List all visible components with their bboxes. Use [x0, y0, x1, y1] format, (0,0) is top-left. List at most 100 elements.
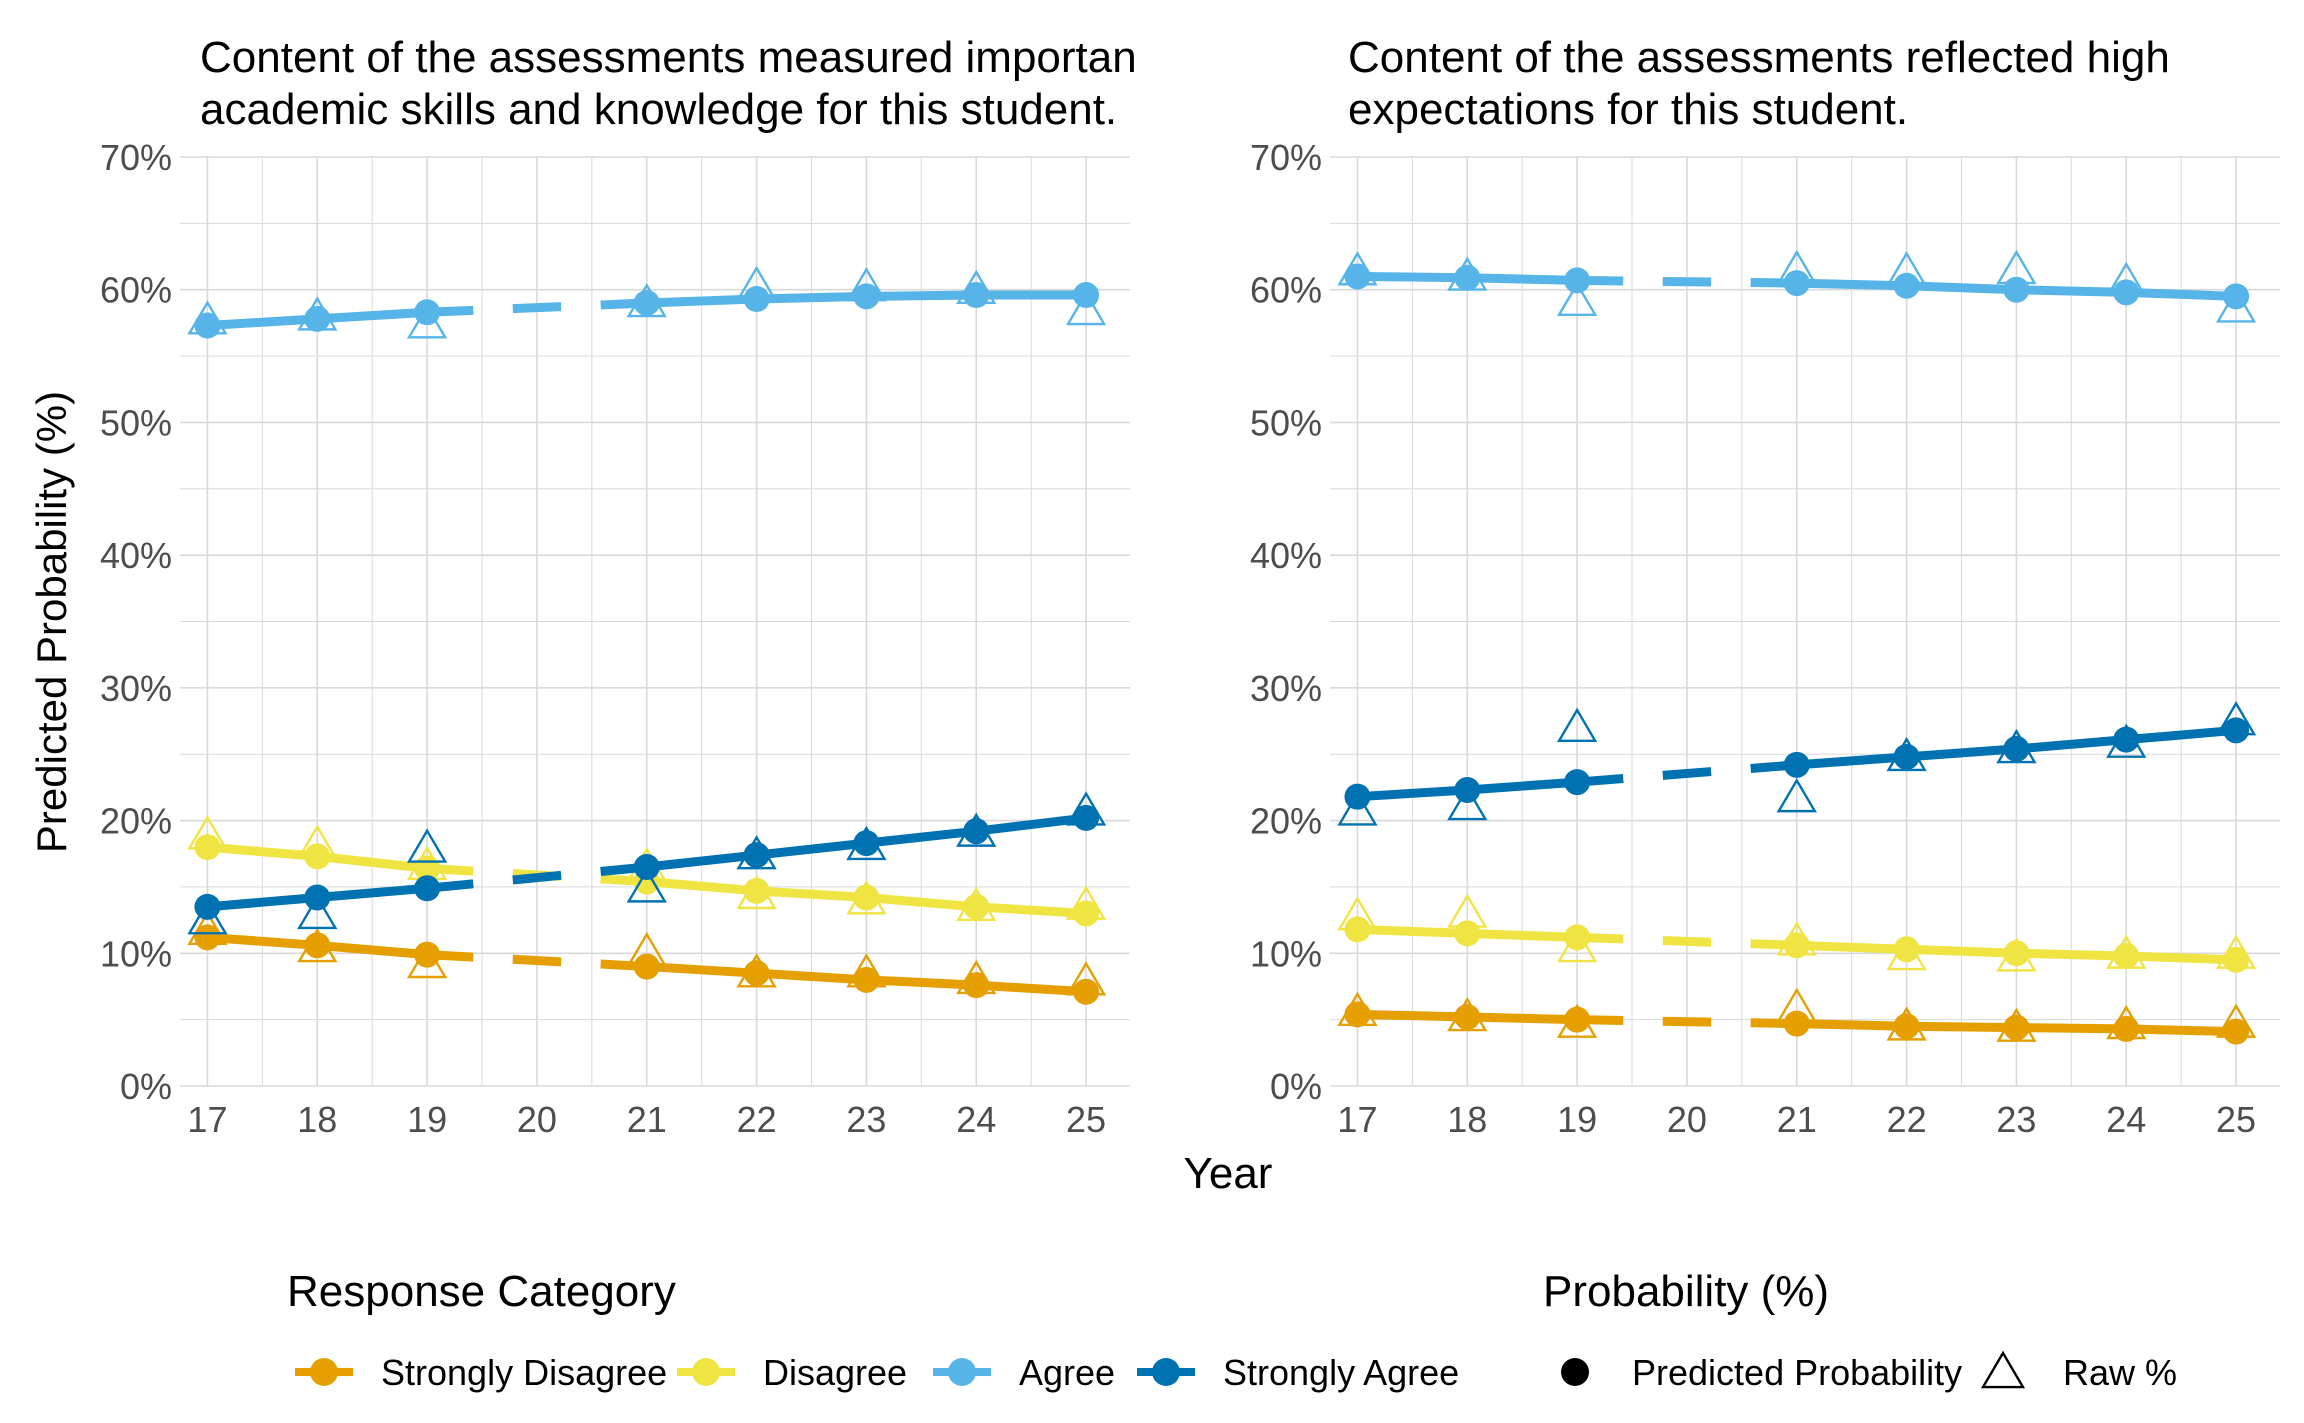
x-tick-label: 25: [1066, 1099, 1106, 1140]
predicted-point: [1893, 743, 1920, 770]
gridlines: [180, 156, 1130, 1087]
x-tick-label: 17: [187, 1099, 227, 1140]
legend-key-marker: [310, 1358, 338, 1386]
x-tick-label: 22: [1887, 1099, 1927, 1140]
predicted-point: [1344, 1001, 1371, 1028]
legend-item-predicted-probability: Predicted Probability: [1561, 1352, 1962, 1393]
trend-line-solid: [316, 883, 428, 903]
series-strongly-disagree: [1337, 987, 2257, 1045]
x-tick-label: 21: [1777, 1099, 1817, 1140]
predicted-point: [1073, 804, 1100, 831]
x-tick-label: 24: [2106, 1099, 2146, 1140]
legend-response-title: Response Category: [287, 1267, 676, 1316]
trend-line-solid: [1357, 1009, 1468, 1022]
y-tick-label: 40%: [1250, 535, 1322, 576]
predicted-point: [963, 282, 990, 309]
predicted-point: [1893, 936, 1920, 963]
trend-line-solid: [1796, 1019, 1907, 1031]
raw-point: [406, 304, 448, 339]
predicted-point: [304, 305, 331, 332]
y-axis-label: Predicted Probability (%): [28, 391, 75, 853]
legend-items: Strongly Disagree Disagree Agree Strongly A…: [295, 1350, 2177, 1393]
trend-line-solid: [756, 886, 867, 903]
predicted-point: [963, 818, 990, 845]
trend-line-solid: [2125, 725, 2237, 745]
predicted-point: [2223, 717, 2250, 744]
trend-line-solid: [2016, 948, 2127, 961]
raw-point: [1065, 290, 1107, 326]
legend-label: Disagree: [763, 1352, 907, 1393]
x-tick-label: 18: [297, 1099, 337, 1140]
trend-line-solid: [1466, 777, 1578, 795]
series-disagree: [1337, 893, 2257, 973]
predicted-point: [1783, 751, 1810, 778]
x-tick-label: 22: [737, 1099, 777, 1140]
x-tick-label: 18: [1447, 1099, 1487, 1140]
raw-point: [2215, 288, 2257, 323]
predicted-point: [633, 289, 660, 316]
predicted-point: [414, 875, 441, 902]
y-tick-label: 50%: [100, 402, 172, 443]
legend-key-dot: [1561, 1358, 1589, 1386]
predicted-point: [743, 877, 770, 904]
predicted-point: [853, 830, 880, 857]
trend-line-dashed: [1662, 276, 1712, 287]
trend-line-solid: [756, 838, 867, 860]
raw-point: [626, 868, 667, 903]
predicted-point: [1344, 783, 1371, 810]
legend-label: Agree: [1019, 1352, 1115, 1393]
predicted-point: [2003, 1014, 2030, 1041]
panel-title-line1: Content of the assessments reflected hig…: [1348, 33, 2170, 82]
legend: Response Category Probability (%) Strong…: [287, 1267, 2177, 1393]
trend-line-solid: [646, 877, 757, 896]
predicted-point: [304, 843, 331, 870]
predicted-point: [2003, 276, 2030, 303]
trend-line-solid: [756, 968, 867, 985]
predicted-point: [853, 884, 880, 911]
predicted-point: [743, 960, 770, 987]
predicted-point: [2003, 735, 2030, 762]
trend-line-solid: [207, 893, 318, 912]
y-tick-label: 0%: [1270, 1066, 1322, 1107]
x-tick-label: 20: [517, 1099, 557, 1140]
series-strongly-agree: [187, 791, 1107, 935]
predicted-point: [1564, 267, 1591, 294]
x-tick-label: 19: [1557, 1099, 1597, 1140]
legend-key-marker: [948, 1358, 976, 1386]
legend-item-raw-percent: Raw %: [1980, 1350, 2177, 1393]
trend-line-dashed: [512, 870, 562, 885]
trend-line-solid: [1357, 271, 1468, 283]
predicted-point: [2113, 1015, 2140, 1042]
raw-point: [297, 894, 338, 930]
trend-line-solid: [1796, 940, 1907, 954]
legend-label: Predicted Probability: [1632, 1352, 1962, 1393]
y-tick-label: 10%: [100, 933, 172, 974]
predicted-point: [1344, 916, 1371, 943]
raw-point: [1447, 785, 1488, 821]
predicted-point: [1073, 282, 1100, 309]
trend-line-solid: [207, 314, 318, 331]
y-tick-label: 0%: [120, 1066, 172, 1107]
predicted-point: [304, 884, 331, 911]
y-tick-label: 10%: [1250, 933, 1322, 974]
predicted-point: [1783, 1010, 1810, 1037]
trend-line-solid: [1467, 1012, 1578, 1025]
trend-line-solid: [1906, 944, 2017, 958]
trend-line-dashed: [512, 302, 562, 314]
y-tick-label: 30%: [1250, 668, 1322, 709]
x-tick-label: 23: [846, 1099, 886, 1140]
y-tick-label: 40%: [100, 535, 172, 576]
y-tick-label: 60%: [100, 270, 172, 311]
trend-line-solid: [1357, 785, 1468, 802]
x-axis-label: Year: [1184, 1149, 1273, 1198]
predicted-point: [1893, 1013, 1920, 1040]
x-tick-label: 25: [2216, 1099, 2256, 1140]
predicted-point: [633, 953, 660, 980]
raw-point: [1556, 281, 1598, 316]
predicted-point: [1073, 900, 1100, 927]
legend-probability-title: Probability (%): [1543, 1267, 1829, 1316]
x-tick-label: 17: [1337, 1099, 1377, 1140]
predicted-point: [194, 834, 221, 861]
trend-line-solid: [2126, 1024, 2237, 1037]
